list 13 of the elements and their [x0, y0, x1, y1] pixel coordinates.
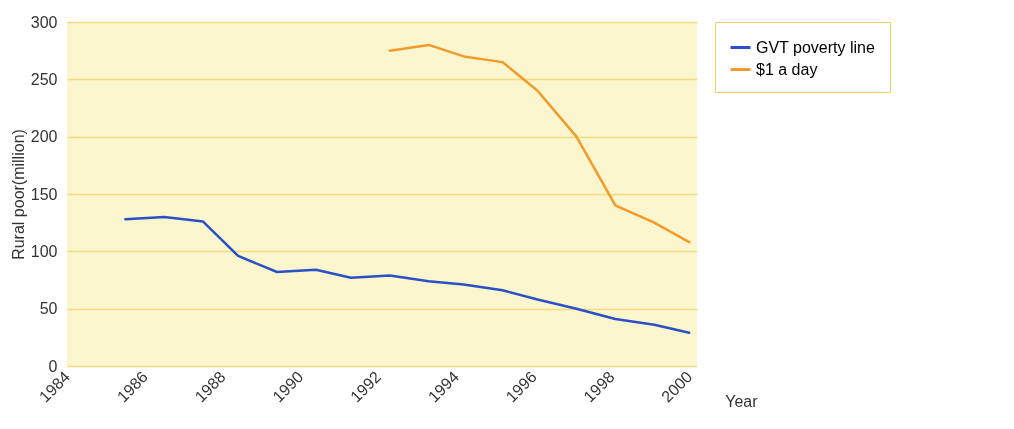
legend-label: GVT poverty line — [756, 38, 875, 56]
line-series — [124, 215, 691, 334]
y-tick-label: 50 — [39, 300, 58, 318]
legend-label: $1 a day — [756, 60, 818, 78]
y-tick-label: 250 — [30, 70, 58, 88]
y-tick-label: 100 — [30, 242, 58, 260]
line-series — [388, 43, 691, 244]
x-axis-title: Year — [725, 392, 759, 410]
y-tick-label: 0 — [48, 357, 58, 375]
y-axis-title: Rural poor(million) — [9, 129, 27, 260]
y-tick-label: 300 — [30, 13, 58, 31]
y-tick-label: 150 — [30, 185, 58, 203]
y-tick-label: 200 — [30, 128, 58, 146]
